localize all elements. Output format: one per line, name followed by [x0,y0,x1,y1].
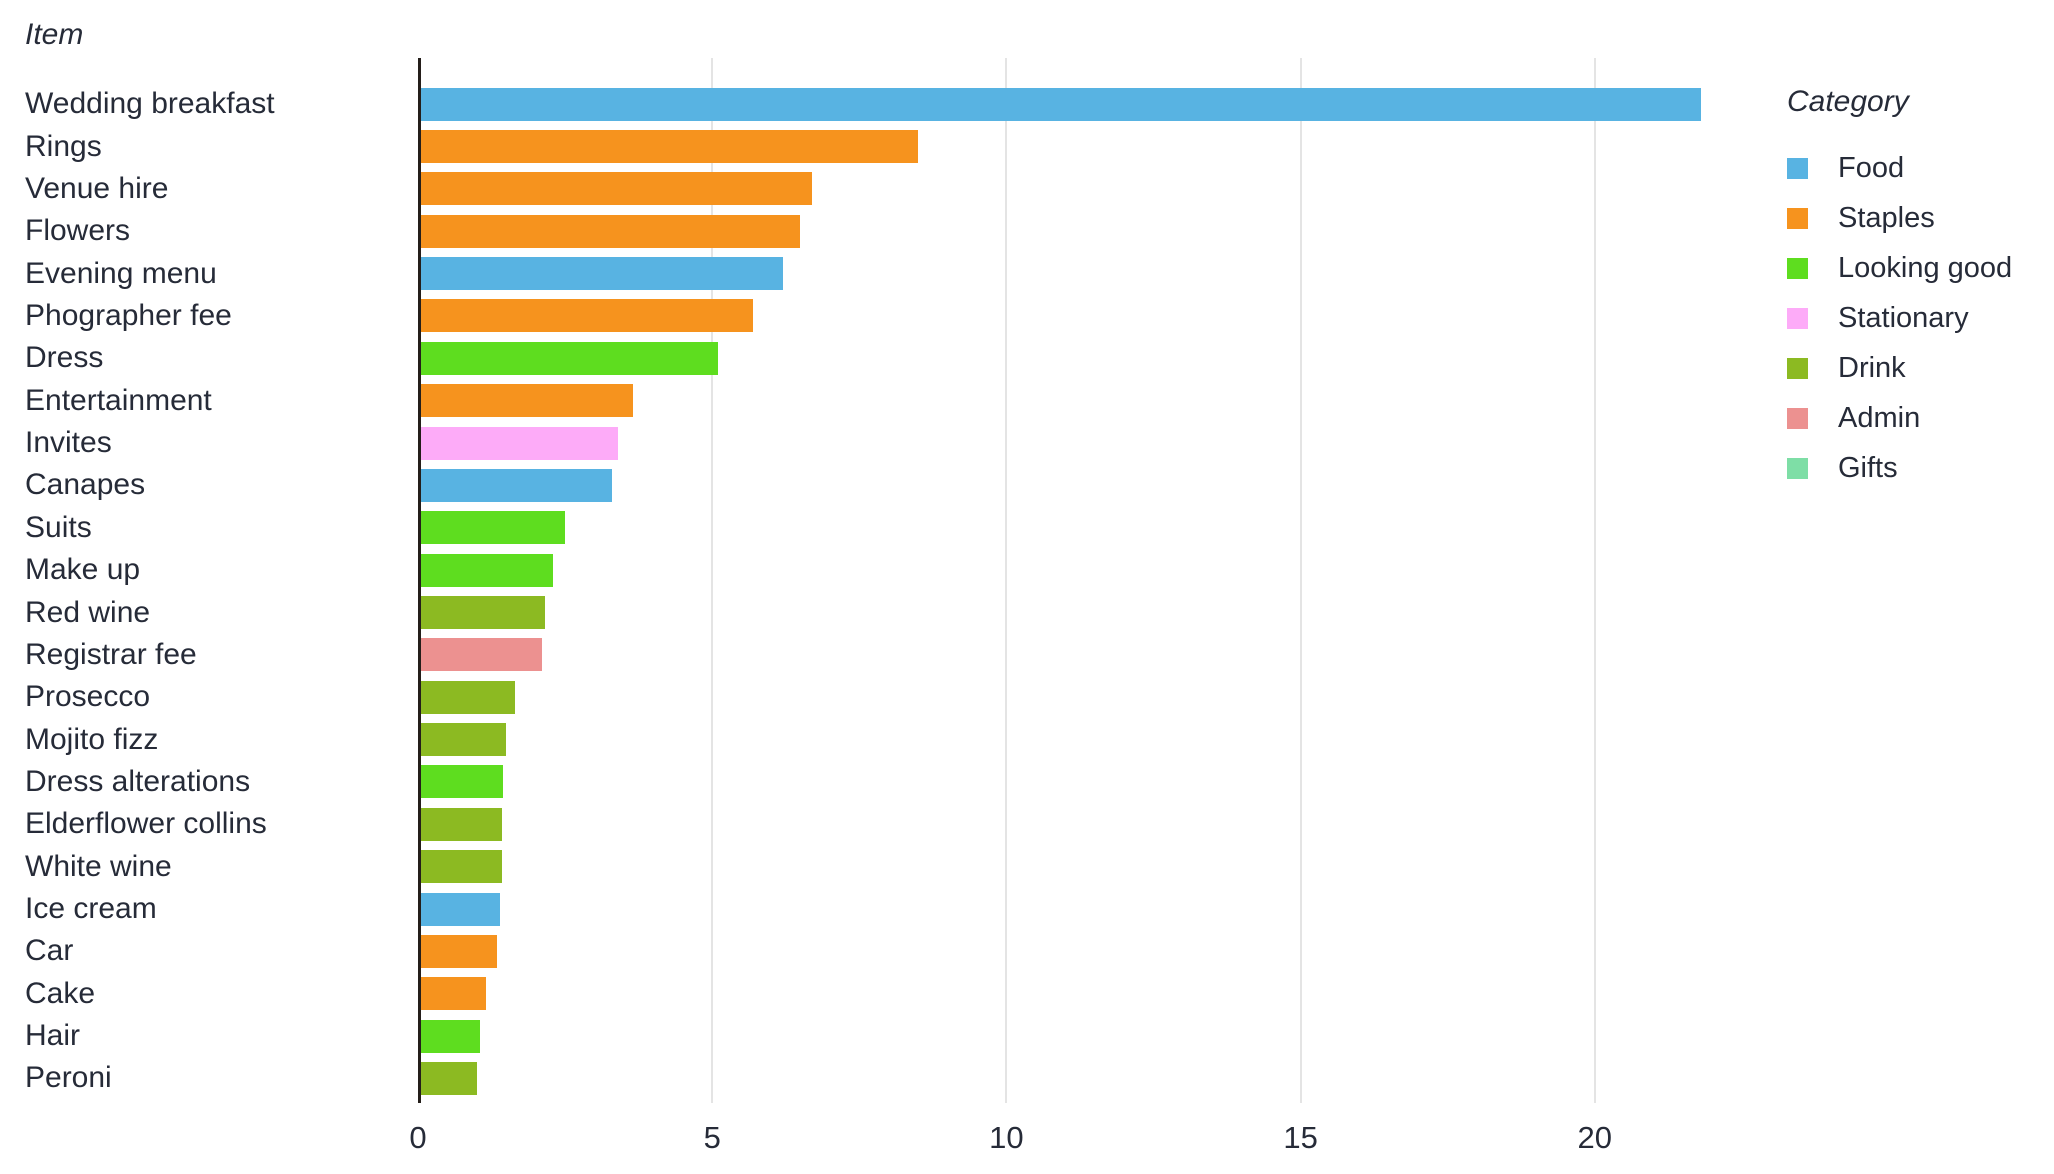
bar-evening-menu[interactable] [421,257,783,291]
gridline-5 [711,58,714,1103]
item-label-phographer-fee: Phographer fee [25,298,232,332]
legend-item-staples[interactable]: Staples [1787,193,2012,243]
item-label-white-wine: White wine [25,849,172,883]
item-label-dress: Dress [25,341,104,375]
item-label-flowers: Flowers [25,214,131,248]
bar-wedding-breakfast[interactable] [421,87,1701,121]
y-axis-line [418,58,421,1103]
bar-canapes[interactable] [421,468,613,502]
y-axis-title: Item [25,18,84,51]
item-label-wedding-breakfast: Wedding breakfast [25,87,275,121]
bar-car[interactable] [421,934,498,968]
bar-elderflower-collins[interactable] [421,807,503,841]
bar-mojito-fizz[interactable] [421,723,507,757]
bar-peroni[interactable] [421,1061,477,1095]
legend-item-drink[interactable]: Drink [1787,343,2012,393]
bar-flowers[interactable] [421,214,801,248]
item-label-rings: Rings [25,129,102,163]
bar-phographer-fee[interactable] [421,299,754,333]
bar-dress[interactable] [421,341,719,375]
item-label-mojito-fizz: Mojito fizz [25,722,159,756]
item-label-dress-alterations: Dress alterations [25,764,251,798]
x-tick-label-0: 0 [409,1120,427,1155]
legend-items: Food Staples Looking good Stationary Drink Ad… [1787,143,2012,493]
bar-invites[interactable] [421,426,619,460]
gridline-15 [1299,58,1302,1103]
legend-item-gifts[interactable]: Gifts [1787,443,2012,493]
item-label-hair: Hair [25,1019,81,1053]
bar-entertainment[interactable] [421,384,633,418]
bar-make-up[interactable] [421,553,554,587]
item-label-red-wine: Red wine [25,595,151,629]
bar-suits[interactable] [421,511,566,545]
legend-title: Category [1787,85,1909,118]
legend-swatch-stationary [1787,307,1808,329]
x-tick-label-20: 20 [1577,1120,1613,1155]
bar-rings[interactable] [421,130,919,164]
bar-hair[interactable] [421,1019,480,1053]
legend-swatch-staples [1787,207,1808,229]
item-label-canapes: Canapes [25,468,146,502]
bar-venue-hire[interactable] [421,172,813,206]
legend-label: Admin [1838,401,1921,434]
item-label-prosecco: Prosecco [25,680,151,714]
item-label-elderflower-collins: Elderflower collins [25,807,267,841]
legend-swatch-gifts [1787,457,1808,479]
bar-registrar-fee[interactable] [421,638,542,672]
legend-label: Looking good [1838,251,2013,284]
legend-swatch-admin [1787,407,1808,429]
item-label-evening-menu: Evening menu [25,256,217,290]
gridline-20 [1593,58,1596,1103]
plot-area [418,58,1718,1103]
bar-red-wine[interactable] [421,596,545,629]
legend-label: Drink [1838,351,1906,384]
legend-item-stationary[interactable]: Stationary [1787,293,2012,343]
bar-prosecco[interactable] [421,680,516,714]
item-label-invites: Invites [25,426,112,460]
legend-swatch-looking-good [1787,257,1808,279]
legend-label: Staples [1838,201,1935,234]
item-label-cake: Cake [25,976,96,1010]
item-label-make-up: Make up [25,553,141,587]
legend-item-admin[interactable]: Admin [1787,393,2012,443]
item-label-peroni: Peroni [25,1061,112,1095]
legend-label: Gifts [1838,451,1898,484]
legend-item-food[interactable]: Food [1787,143,2012,193]
x-tick-label-5: 5 [703,1120,721,1155]
legend-swatch-drink [1787,357,1808,379]
item-label-venue-hire: Venue hire [25,171,169,205]
bar-cake[interactable] [421,977,486,1011]
x-tick-label-15: 15 [1283,1120,1318,1155]
legend-label: Food [1838,151,1905,184]
item-label-entertainment: Entertainment [25,383,212,417]
item-label-ice-cream: Ice cream [25,892,157,926]
bar-ice-cream[interactable] [421,892,501,926]
legend: Category Food Staples Looking good Stationa… [1787,85,2012,493]
legend-item-looking-good[interactable]: Looking good [1787,243,2012,293]
legend-label: Stationary [1838,301,1969,334]
x-tick-label-10: 10 [989,1120,1024,1155]
bar-white-wine[interactable] [421,850,502,884]
item-label-registrar-fee: Registrar fee [25,637,197,671]
gridline-10 [1005,58,1008,1103]
bar-dress-alterations[interactable] [421,765,504,799]
item-label-suits: Suits [25,510,92,544]
legend-swatch-food [1787,157,1808,179]
item-label-car: Car [25,934,74,968]
